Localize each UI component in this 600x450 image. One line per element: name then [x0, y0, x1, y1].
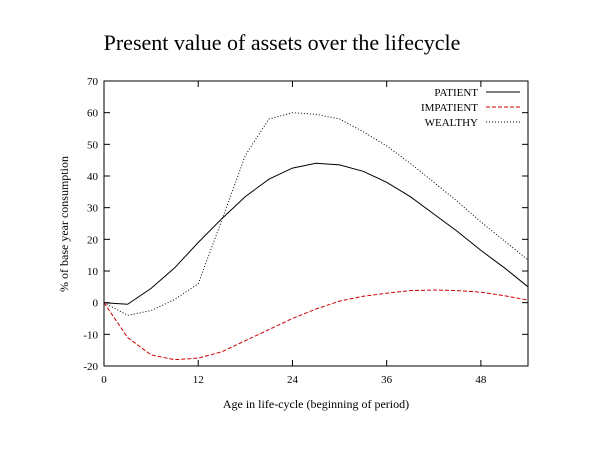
- x-tick-label: 0: [101, 374, 107, 386]
- y-tick-label: 60: [87, 108, 99, 120]
- y-tick-label: 10: [87, 266, 99, 278]
- x-tick-label: 48: [475, 374, 487, 386]
- x-axis-label: Age in life-cycle (beginning of period): [223, 397, 409, 411]
- x-tick-label: 12: [193, 374, 204, 386]
- y-tick-label: -20: [83, 361, 98, 373]
- y-tick-label: 20: [87, 234, 99, 246]
- x-tick-label: 36: [381, 374, 393, 386]
- y-tick-label: -10: [83, 329, 98, 341]
- legend-label-wealthy: WEALTHY: [425, 117, 478, 129]
- legend: PATIENT IMPATIENT WEALTHY: [421, 87, 520, 129]
- y-tick-label: 40: [87, 171, 99, 183]
- y-axis-label: % of base year consumption: [57, 156, 71, 292]
- plot-area-frame: [103, 80, 529, 367]
- y-tick-label: 50: [87, 139, 99, 151]
- legend-label-patient: PATIENT: [434, 87, 478, 99]
- series-line-patient: [104, 162, 528, 305]
- y-tick-label: 30: [87, 203, 99, 215]
- series-line-impatient: [104, 289, 528, 361]
- y-tick-label: 70: [87, 76, 99, 88]
- chart-title: Present value of assets over the lifecyc…: [104, 30, 461, 55]
- legend-label-impatient: IMPATIENT: [421, 102, 478, 114]
- series-line-wealthy: [104, 112, 528, 316]
- y-tick-label: 0: [93, 298, 99, 310]
- x-tick-label: 24: [287, 374, 299, 386]
